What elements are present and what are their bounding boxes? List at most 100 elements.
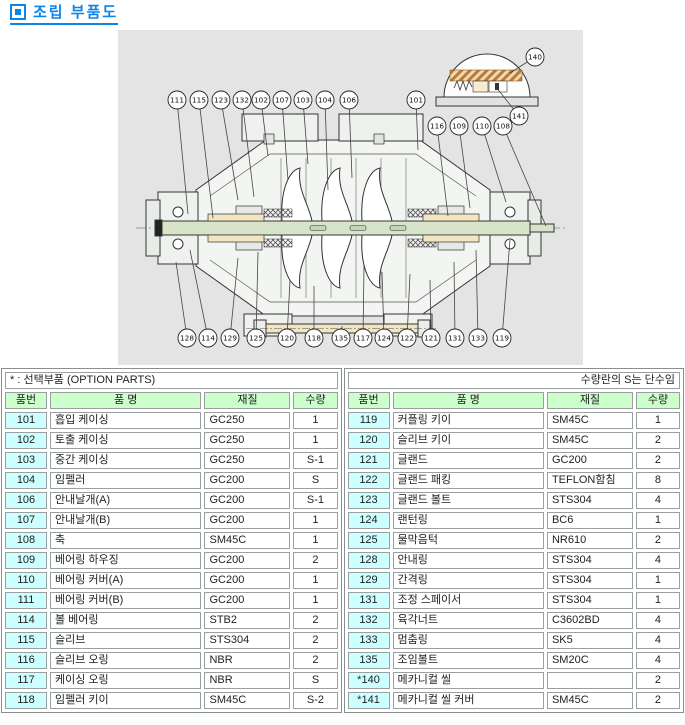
- callout-102: 102: [251, 90, 271, 157]
- mechanical-seal-inset: [435, 53, 539, 107]
- part-number-cell: 102: [5, 432, 47, 449]
- part-name-cell: 안내링: [392, 552, 544, 569]
- part-name-cell: 커플링 키이: [392, 412, 544, 429]
- option-parts-note: * : 선택부품 (OPTION PARTS): [5, 372, 338, 389]
- callout-118: 118: [304, 286, 324, 348]
- qty-cell: 2: [635, 432, 680, 449]
- callout-116: 116: [427, 116, 449, 217]
- svg-text:128: 128: [180, 334, 194, 343]
- part-number-cell: 129: [347, 572, 390, 589]
- parts-tables: * : 선택부품 (OPTION PARTS) 품번 품 명 재질 수량 101…: [1, 368, 684, 713]
- callout-117: 117: [353, 265, 373, 348]
- part-name-cell: 축: [50, 532, 202, 549]
- callout-133: 133: [468, 249, 488, 348]
- material-cell: NR610: [546, 532, 633, 549]
- svg-text:124: 124: [377, 334, 391, 343]
- svg-text:104: 104: [318, 96, 332, 105]
- svg-text:101: 101: [409, 96, 423, 105]
- svg-text:132: 132: [235, 96, 249, 105]
- part-name-cell: 조임볼트: [392, 652, 544, 669]
- part-number-cell: 108: [5, 532, 47, 549]
- material-cell: BC6: [546, 512, 633, 529]
- material-cell: TEFLON함침: [546, 472, 633, 489]
- callout-111: 111: [167, 90, 189, 215]
- part-number-cell: 124: [347, 512, 390, 529]
- qty-cell: 2: [635, 692, 680, 709]
- qty-cell: 2: [635, 532, 680, 549]
- part-name-cell: 중간 케이싱: [50, 452, 202, 469]
- svg-text:108: 108: [496, 122, 510, 131]
- parts-rows-right: 119 커플링 키이 SM45C 1 120 슬리브 키이 SM45C 2 121 글랜드 GC20…: [347, 412, 680, 709]
- part-name-cell: 조정 스페이서: [392, 592, 544, 609]
- callout-114: 114: [189, 249, 218, 348]
- table-row: 117 케이싱 오링 NBR S: [5, 672, 338, 689]
- qty-cell: 8: [635, 472, 680, 489]
- qty-cell: S: [293, 472, 338, 489]
- table-row: 115 슬리브 STS304 2: [5, 632, 338, 649]
- material-cell: SM45C: [204, 532, 291, 549]
- part-number-cell: 114: [5, 612, 47, 629]
- qty-cell: 4: [635, 552, 680, 569]
- table-row: 102 토출 케이싱 GC250 1: [5, 432, 338, 449]
- part-number-cell: *140: [347, 672, 390, 689]
- callout-101: 101: [406, 90, 426, 151]
- part-number-cell: 131: [347, 592, 390, 609]
- callout-108: 108: [493, 116, 547, 227]
- col-header-qty: 수량: [635, 392, 680, 409]
- material-cell: GC200: [204, 572, 291, 589]
- material-cell: STS304: [546, 572, 633, 589]
- part-number-cell: 119: [347, 412, 390, 429]
- quantity-note: 수량란의 S는 단수임: [347, 372, 680, 389]
- table-row: 119 커플링 키이 SM45C 1: [347, 412, 680, 429]
- part-name-cell: 토출 케이싱: [50, 432, 202, 449]
- table-row: 111 베어링 커버(B) GC200 1: [5, 592, 338, 609]
- part-number-cell: 121: [347, 452, 390, 469]
- qty-cell: 4: [635, 492, 680, 509]
- svg-text:118: 118: [307, 334, 321, 343]
- qty-cell: 1: [635, 592, 680, 609]
- material-cell: GC250: [204, 412, 291, 429]
- callout-106: 106: [339, 90, 359, 179]
- qty-cell: 2: [293, 632, 338, 649]
- svg-text:102: 102: [254, 96, 268, 105]
- table-row: 118 임펠러 키이 SM45C S-2: [5, 692, 338, 709]
- svg-text:121: 121: [424, 334, 438, 343]
- material-cell: NBR: [204, 652, 291, 669]
- part-number-cell: 120: [347, 432, 390, 449]
- part-name-cell: 메카니컬 씰 커버: [392, 692, 544, 709]
- callout-141: 141: [495, 86, 529, 126]
- svg-text:114: 114: [201, 334, 215, 343]
- callout-110: 110: [472, 116, 507, 203]
- qty-cell: 4: [635, 612, 680, 629]
- callout-121: 121: [421, 279, 441, 348]
- page-title-row: 조립 부품도: [10, 4, 119, 25]
- col-header-qty: 수량: [293, 392, 338, 409]
- part-name-cell: 글랜드: [392, 452, 544, 469]
- table-row: 135 조임볼트 SM20C 4: [347, 652, 680, 669]
- table-row: 101 흡입 케이싱 GC250 1: [5, 412, 338, 429]
- col-header-part-name: 품 명: [392, 392, 544, 409]
- part-name-cell: 흡입 케이싱: [50, 412, 202, 429]
- material-cell: SM45C: [546, 692, 633, 709]
- part-number-cell: 133: [347, 632, 390, 649]
- part-number-cell: 117: [5, 672, 47, 689]
- parts-table-right: 수량란의 S는 단수임 품번 품 명 재질 수량 119 커플링 키이 SM45C 1…: [343, 368, 684, 713]
- part-name-cell: 육각너트: [392, 612, 544, 629]
- svg-text:111: 111: [170, 96, 184, 105]
- svg-text:109: 109: [452, 122, 466, 131]
- callout-120: 120: [277, 279, 297, 348]
- callout-115: 115: [189, 90, 214, 219]
- qty-cell: 1: [635, 512, 680, 529]
- part-name-cell: 케이싱 오링: [50, 672, 202, 689]
- table-row: 125 물막음턱 NR610 2: [347, 532, 680, 549]
- part-name-cell: 베어링 커버(A): [50, 572, 202, 589]
- callout-104: 104: [315, 90, 335, 191]
- part-number-cell: 111: [5, 592, 47, 609]
- qty-cell: 2: [293, 552, 338, 569]
- material-cell: GC200: [204, 512, 291, 529]
- svg-text:110: 110: [475, 122, 489, 131]
- table-row: 107 안내날개(B) GC200 1: [5, 512, 338, 529]
- part-number-cell: 115: [5, 632, 47, 649]
- qty-cell: 1: [293, 592, 338, 609]
- callout-135: 135: [331, 325, 351, 348]
